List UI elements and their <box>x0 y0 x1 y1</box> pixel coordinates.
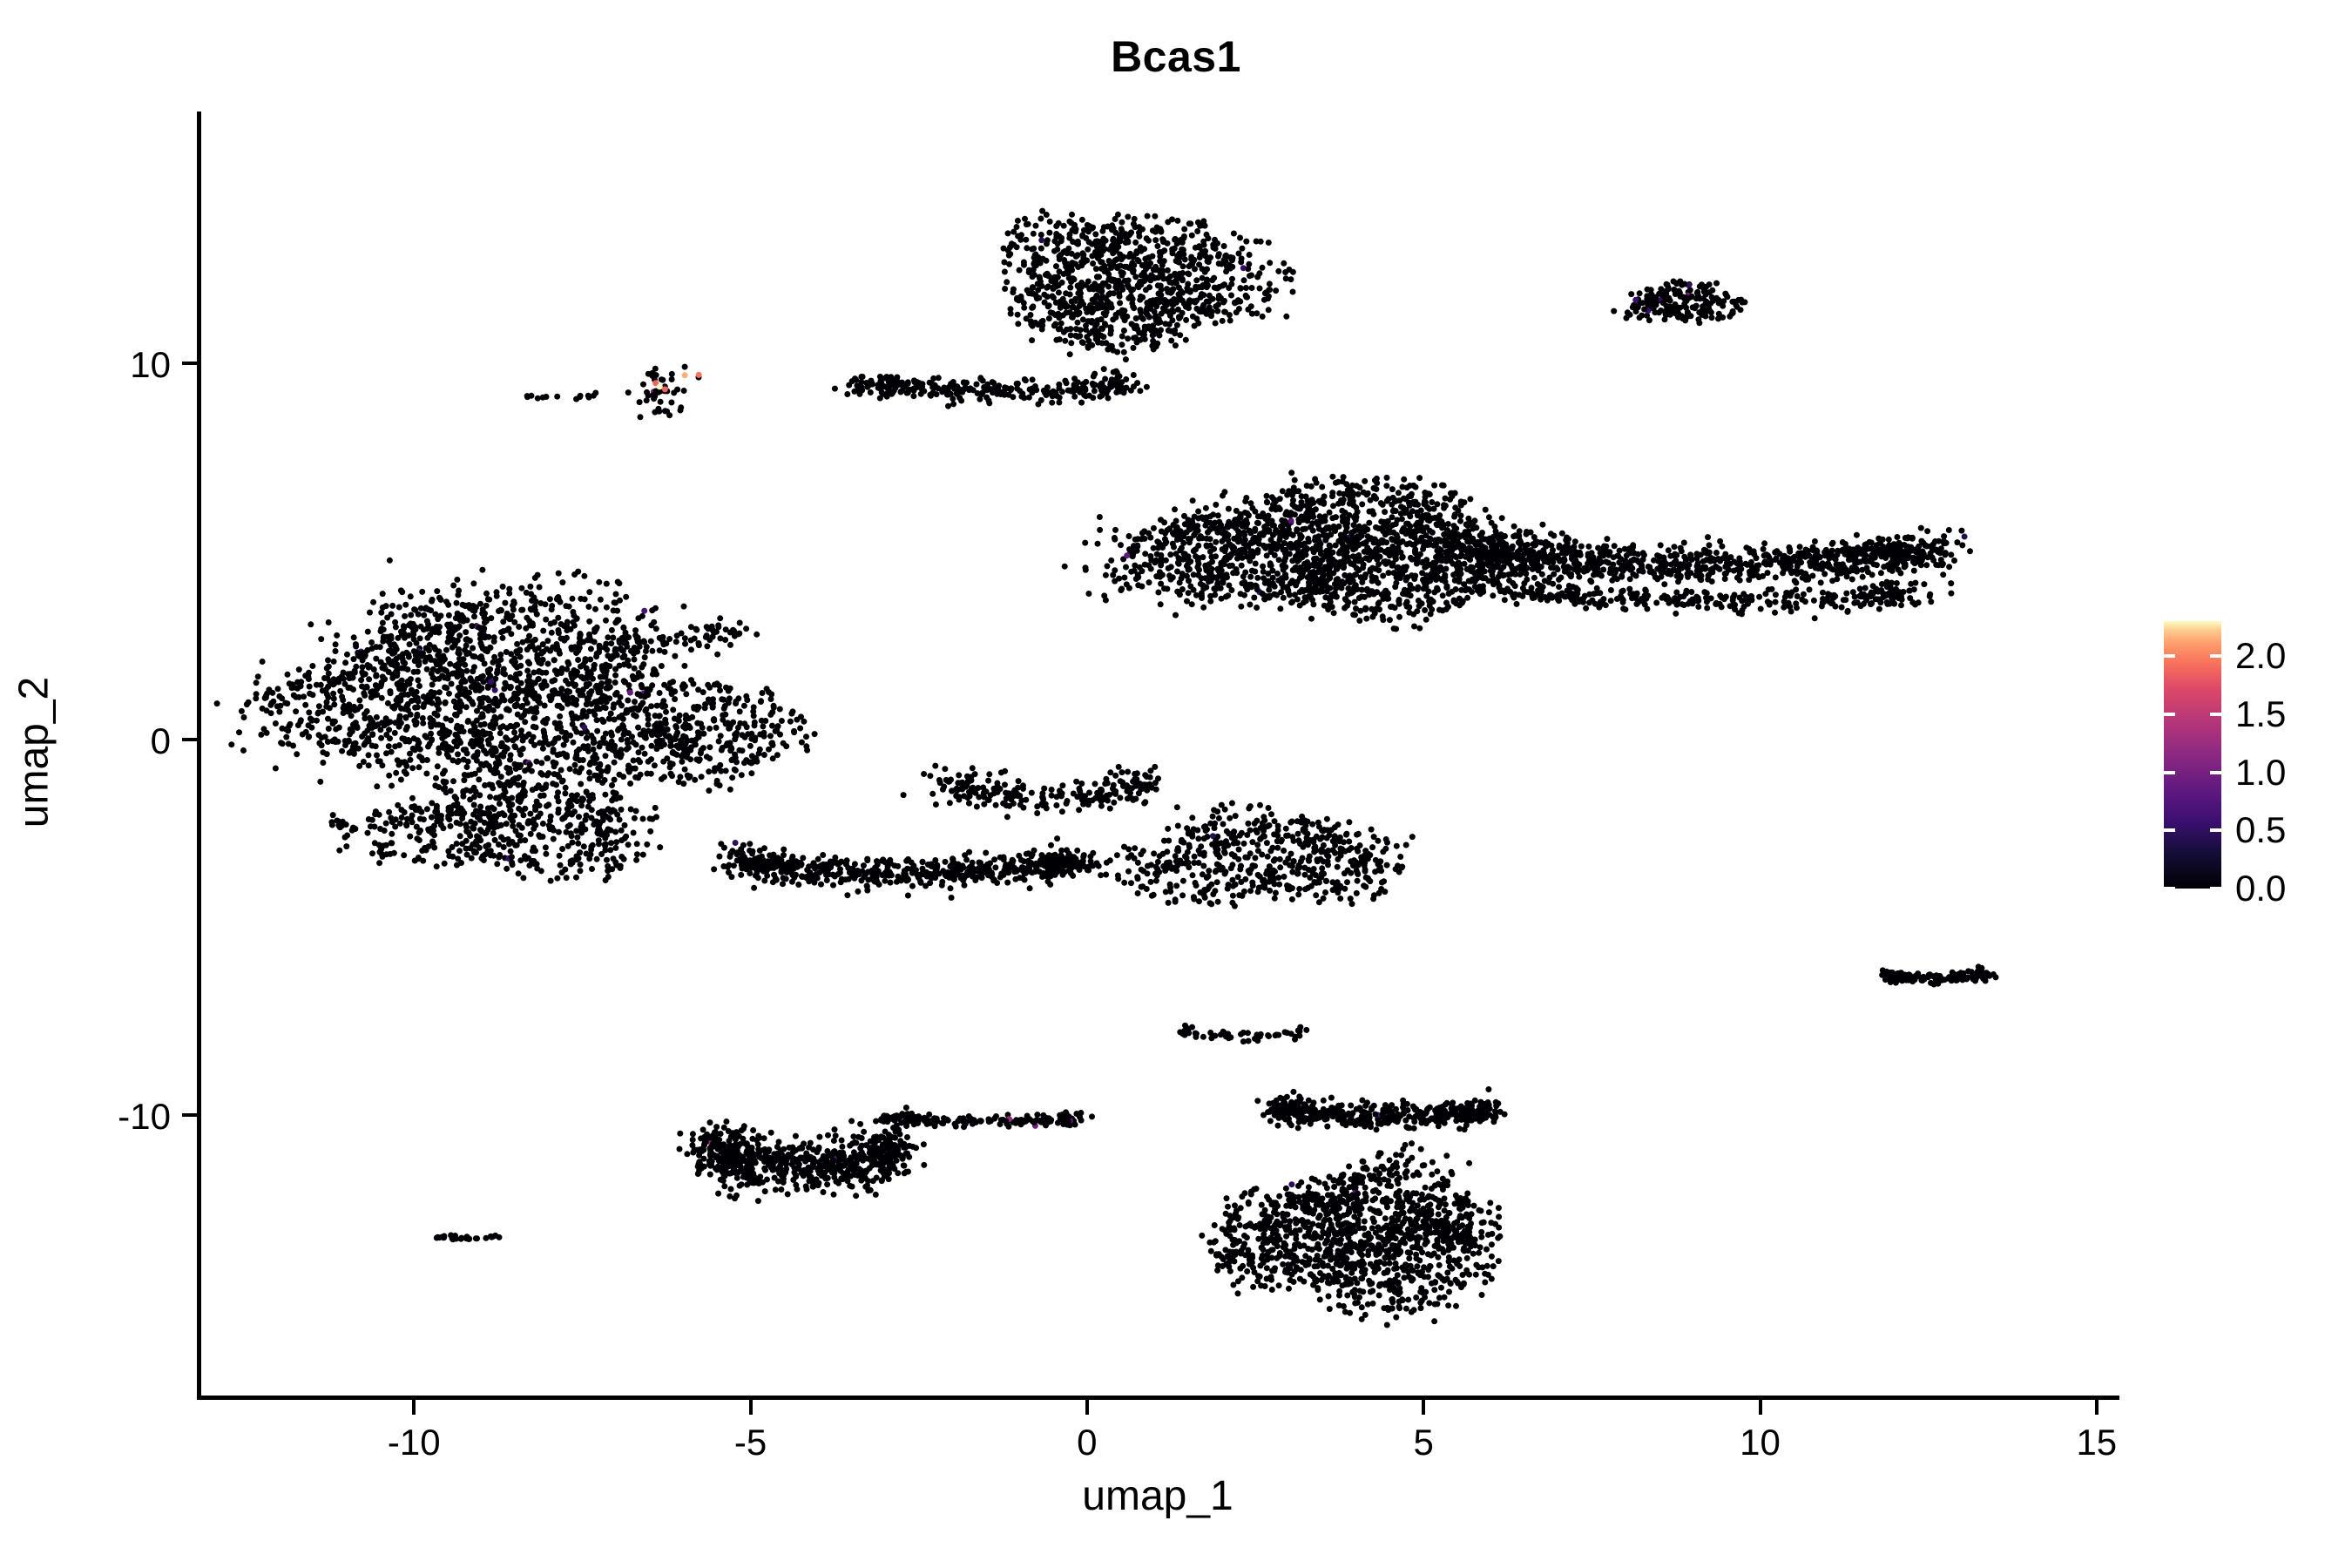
x-tick-label: 10 <box>1740 1422 1781 1463</box>
colorbar-tick-label: 0.5 <box>2235 809 2287 851</box>
color-legend: 0.0 0.5 1.0 1.5 2.0 <box>2152 610 2335 907</box>
x-tick-label: 15 <box>2076 1422 2118 1463</box>
plot-panel <box>199 112 2117 1397</box>
x-tick-mark <box>412 1400 416 1415</box>
colorbar-tick-mark <box>2164 654 2175 659</box>
scatter-layer <box>213 207 1999 1328</box>
colorbar-tick-label: 0.0 <box>2235 868 2287 909</box>
colorbar-tick-mark <box>2210 828 2221 833</box>
y-axis-title: umap_2 <box>10 676 57 828</box>
x-tick-mark <box>2094 1400 2099 1415</box>
colorbar-tick-mark <box>2210 712 2221 716</box>
colorbar-tick-mark <box>2164 828 2175 833</box>
x-tick-label: 0 <box>1077 1422 1098 1463</box>
colorbar-tick-label: 1.5 <box>2235 693 2287 734</box>
x-tick-label: 5 <box>1413 1422 1434 1463</box>
colorbar-tick-label: 1.0 <box>2235 751 2287 793</box>
x-tick-mark <box>1085 1400 1089 1415</box>
y-tick-label: -10 <box>118 1096 171 1138</box>
x-axis-line <box>197 1396 2119 1400</box>
scatter-points <box>213 207 1999 1328</box>
colorbar-tick-mark <box>2164 770 2175 774</box>
x-tick-mark <box>1758 1400 1762 1415</box>
colorbar-tick-mark <box>2210 887 2221 890</box>
y-tick-mark <box>182 362 197 366</box>
y-tick-mark <box>182 737 197 741</box>
x-tick-mark <box>748 1400 753 1415</box>
colorbar-tick-mark <box>2210 770 2221 774</box>
colorbar-tick-label: 2.0 <box>2235 635 2287 677</box>
x-axis-title: umap_1 <box>1082 1473 1233 1519</box>
colorbar-tick-mark <box>2164 712 2175 716</box>
x-tick-label: -5 <box>733 1422 767 1463</box>
y-axis-line <box>197 112 201 1400</box>
x-tick-mark <box>1422 1400 1426 1415</box>
page-title: Bcas1 <box>1111 32 1241 81</box>
y-tick-label: 10 <box>130 344 171 386</box>
x-tick-label: -10 <box>387 1422 441 1463</box>
y-tick-label: 0 <box>150 720 171 761</box>
colorbar-tick-mark <box>2164 887 2175 890</box>
colorbar-gradient <box>2164 621 2221 889</box>
colorbar-tick-mark <box>2210 654 2221 659</box>
y-tick-mark <box>182 1113 197 1118</box>
